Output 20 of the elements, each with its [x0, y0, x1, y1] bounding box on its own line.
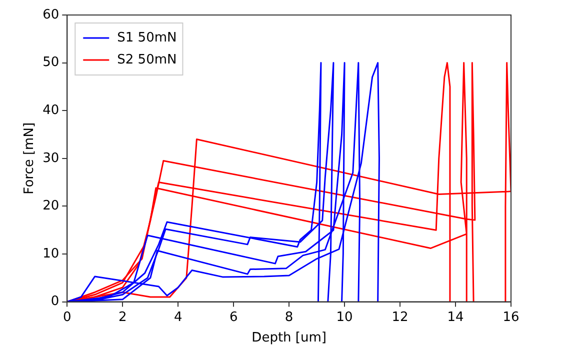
x-tick-label: 4 [174, 310, 182, 325]
x-tick-label: 14 [447, 310, 464, 325]
y-tick-label: 30 [42, 150, 60, 166]
y-tick-label: 40 [42, 102, 60, 118]
y-tick-label: 0 [50, 294, 60, 310]
y-tick-label: 60 [42, 7, 60, 22]
legend-label: S1 50mN [117, 30, 177, 46]
y-tick-label: 50 [42, 55, 60, 70]
x-tick-label: 12 [392, 310, 408, 325]
x-axis-title: Depth [um] [252, 330, 326, 346]
y-tick-label: 10 [42, 246, 60, 262]
x-tick-label: 0 [63, 310, 72, 325]
x-tick-label: 6 [229, 310, 238, 325]
y-tick-label: 20 [42, 198, 60, 214]
x-tick-label: 8 [284, 310, 294, 325]
x-tick-label: 10 [336, 310, 353, 325]
legend-label: S2 50mN [117, 52, 177, 68]
y-axis-title: Force [mN] [22, 122, 38, 194]
x-tick-label: 2 [118, 310, 127, 325]
x-tick-label: 16 [502, 310, 520, 325]
